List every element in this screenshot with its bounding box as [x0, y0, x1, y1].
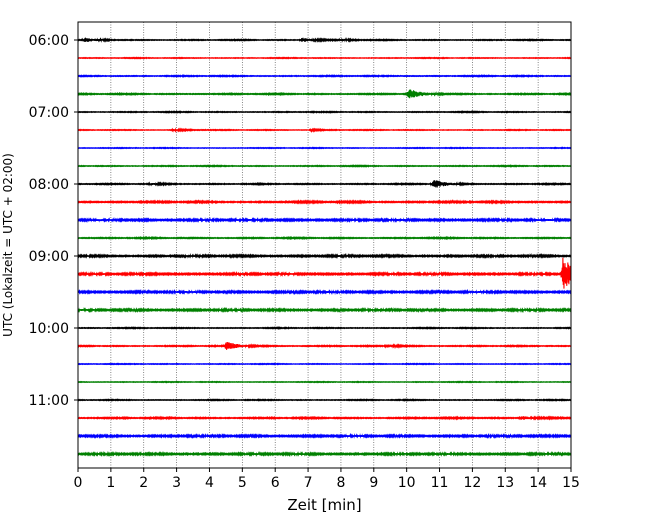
trace-line: [77, 216, 572, 224]
trace-line: [77, 288, 572, 296]
x-tick-label: 10: [398, 475, 416, 491]
x-tick-label: 13: [496, 475, 514, 491]
y-axis-ticks: 06:00 07:00 08:00 09:00 10:00 11:00: [29, 33, 78, 409]
trace-line: [77, 415, 572, 421]
x-tick-label: 0: [74, 475, 83, 491]
y-tick-label: 09:00: [29, 249, 69, 265]
trace-line: [77, 110, 572, 114]
x-tick-label: 8: [336, 475, 345, 491]
trace-line: [77, 73, 572, 79]
trace-line: [77, 235, 572, 241]
x-tick-label: 3: [172, 475, 181, 491]
x-tick-label: 5: [238, 475, 247, 491]
x-axis-ticks: 0 1 2 3 4 5 6 7 8 9 10 11 12 13 14 15: [74, 468, 580, 491]
trace-line: [77, 362, 572, 366]
trace-line: [77, 180, 572, 188]
trace-line: [77, 199, 572, 205]
x-tick-label: 12: [463, 475, 481, 491]
x-tick-label: 11: [431, 475, 449, 491]
grid-lines: [110, 22, 539, 468]
y-tick-label: 11:00: [29, 393, 69, 409]
trace-line: [77, 380, 572, 384]
trace-line: [77, 450, 572, 458]
x-tick-label: 14: [529, 475, 547, 491]
trace-series: [77, 37, 572, 458]
x-tick-label: 9: [369, 475, 378, 491]
trace-line: [77, 37, 572, 43]
x-tick-label: 2: [139, 475, 148, 491]
trace-line: [77, 398, 572, 402]
trace-line: [77, 326, 572, 330]
trace-line: [77, 432, 572, 439]
trace-line: [77, 342, 572, 350]
trace-line: [77, 89, 572, 99]
trace-line: [77, 146, 572, 150]
y-tick-label: 06:00: [29, 33, 69, 49]
x-tick-label: 6: [271, 475, 280, 491]
trace-line: [77, 164, 572, 168]
y-tick-label: 10:00: [29, 321, 69, 337]
x-tick-label: 4: [205, 475, 214, 491]
x-tick-label: 15: [562, 475, 580, 491]
trace-line: [77, 56, 572, 60]
x-tick-label: 1: [106, 475, 115, 491]
plot-frame: [77, 21, 572, 469]
y-tick-label: 07:00: [29, 105, 69, 121]
y-tick-label: 08:00: [29, 177, 69, 193]
trace-line: [77, 252, 572, 259]
trace-line: [77, 306, 572, 314]
x-axis-label: Zeit [min]: [287, 496, 361, 514]
trace-line: [77, 127, 572, 133]
y-axis-label: UTC (Lokalzeit = UTC + 02:00): [1, 153, 15, 337]
x-tick-label: 7: [304, 475, 313, 491]
trace-line: [77, 257, 572, 289]
